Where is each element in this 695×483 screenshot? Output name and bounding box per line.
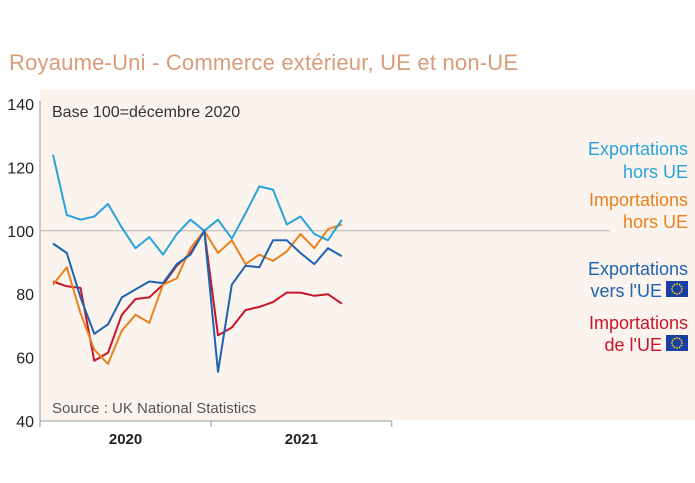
eu-flag-star xyxy=(678,283,681,286)
legend-label-0-0: Exportations xyxy=(588,139,688,159)
y-tick-label-80: 80 xyxy=(16,287,34,304)
eu-flag-star xyxy=(676,347,678,349)
eu-flag-star xyxy=(673,292,676,295)
eu-flag-icon xyxy=(666,281,688,297)
source-note: Source : UK National Statistics xyxy=(52,400,256,417)
eu-flag-star xyxy=(676,337,678,339)
eu-flag-star xyxy=(671,290,674,293)
eu-flag-star xyxy=(681,288,683,290)
eu-flag-star xyxy=(680,339,683,342)
series-line-2 xyxy=(52,229,343,373)
legend-label-2-0: Exportations xyxy=(588,259,688,279)
eu-flag-star xyxy=(676,283,678,285)
legend-label-1-0: Importations xyxy=(589,190,688,210)
eu-flag-star xyxy=(676,293,678,295)
eu-flag-star xyxy=(671,285,674,288)
plot-background xyxy=(40,90,695,420)
eu-flag-star xyxy=(680,290,683,293)
series-line-1 xyxy=(52,223,343,365)
y-tick-label-140: 140 xyxy=(7,97,34,114)
x-tick-label-2020: 2020 xyxy=(109,431,142,448)
chart-title: Royaume-Uni - Commerce extérieur, UE et … xyxy=(9,50,519,75)
eu-flag-star xyxy=(673,346,676,349)
eu-flag-icon xyxy=(666,335,688,351)
eu-flag-star xyxy=(671,342,673,344)
eu-flag-star xyxy=(671,344,674,347)
series-line-0 xyxy=(52,154,343,256)
y-tick-label-120: 120 xyxy=(7,160,34,177)
eu-flag-star xyxy=(680,344,683,347)
legend-label-1-1: hors UE xyxy=(623,212,688,232)
x-tick-label-2021: 2021 xyxy=(285,431,318,448)
eu-flag-star xyxy=(681,342,683,344)
legend-label-0-1: hors UE xyxy=(623,162,688,182)
legend-label-2-1: vers l'UE xyxy=(591,281,662,301)
eu-flag-star xyxy=(671,288,673,290)
eu-flag-star xyxy=(673,283,676,286)
eu-flag-star xyxy=(678,346,681,349)
eu-flag-star xyxy=(678,337,681,340)
eu-flag-star xyxy=(680,285,683,288)
legend-label-3-1: de l'UE xyxy=(605,335,662,355)
y-tick-label-60: 60 xyxy=(16,351,34,368)
y-tick-label-40: 40 xyxy=(16,414,34,431)
legend-label-3-0: Importations xyxy=(589,313,688,333)
eu-flag-star xyxy=(671,339,674,342)
base-note: Base 100=décembre 2020 xyxy=(52,104,240,121)
eu-flag-star xyxy=(678,292,681,295)
y-tick-label-100: 100 xyxy=(7,224,34,241)
eu-flag-star xyxy=(673,337,676,340)
